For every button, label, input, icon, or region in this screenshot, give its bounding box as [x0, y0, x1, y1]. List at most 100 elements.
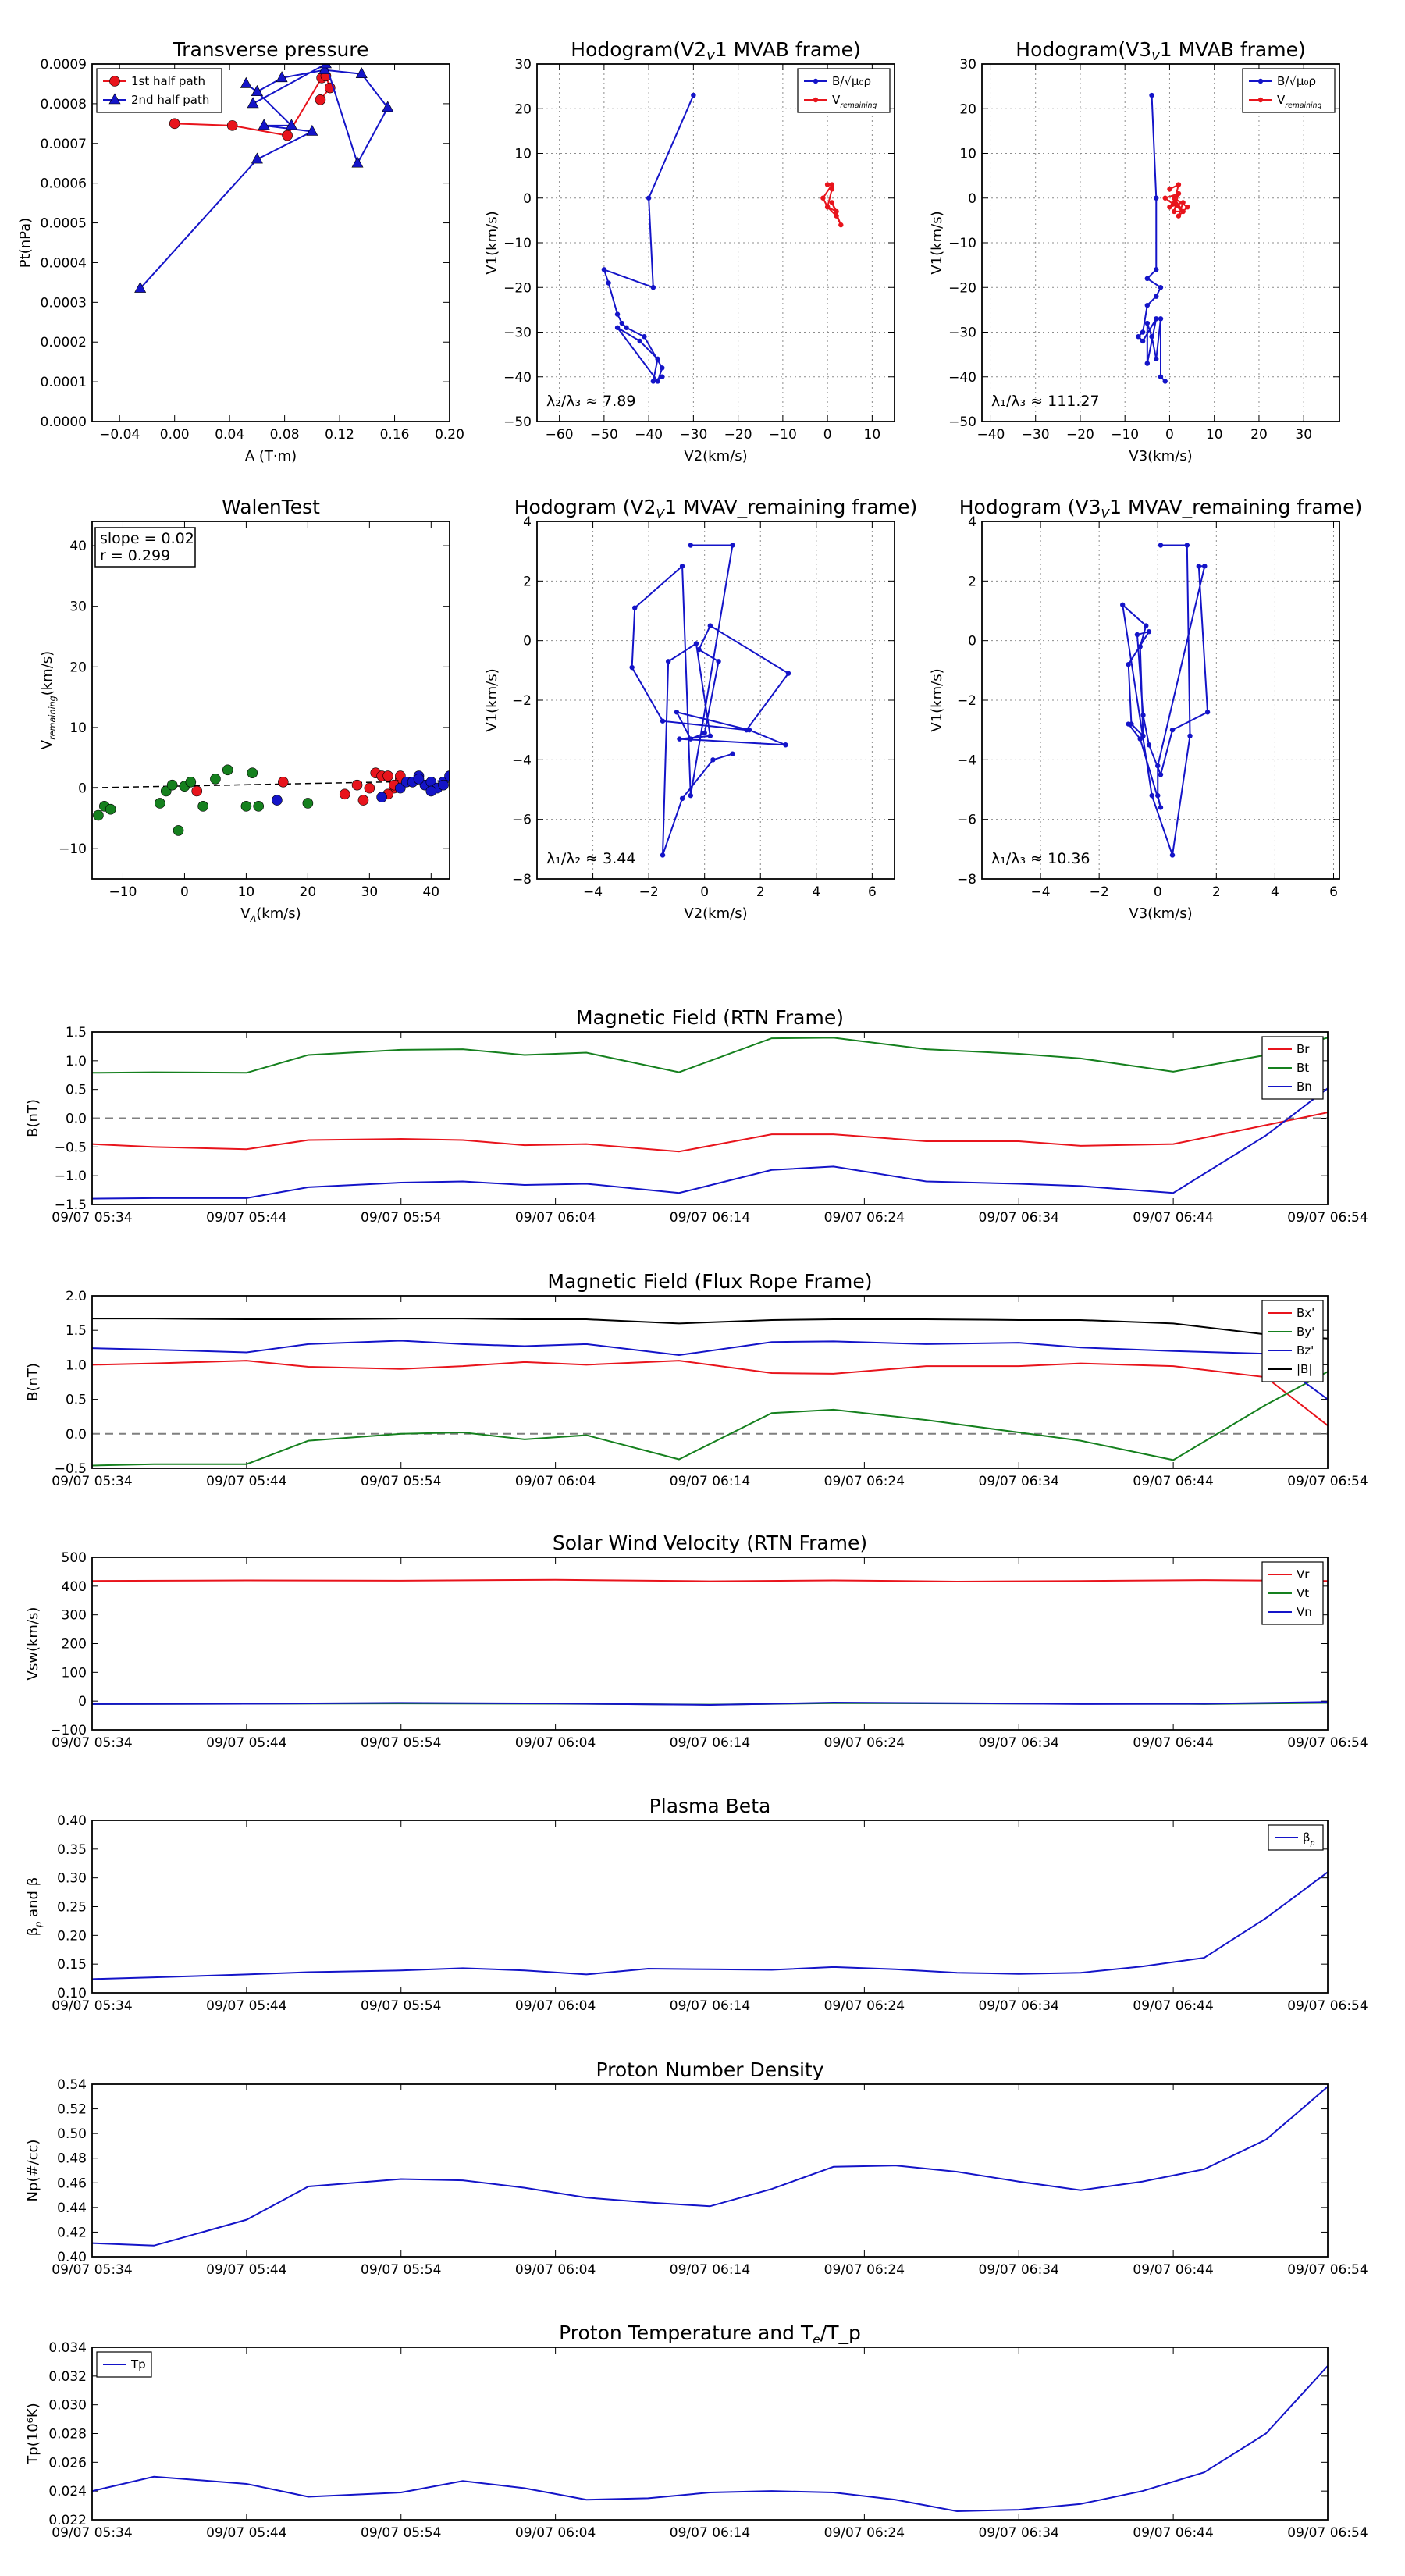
data-point [1158, 772, 1164, 777]
data-point [1136, 334, 1141, 340]
x-tick-label: 09/07 06:14 [670, 1998, 750, 2014]
x-tick-label: 4 [812, 884, 820, 900]
data-point [1146, 742, 1152, 748]
series-line [92, 1360, 1328, 1426]
x-tick-label: 09/07 05:34 [52, 1735, 132, 1751]
data-point [1119, 602, 1126, 608]
legend-label: Bn [1297, 1080, 1312, 1094]
data-point [730, 543, 735, 548]
legend-marker [813, 97, 819, 103]
chart-mag_rtn: 09/07 05:34 09/07 05:44 09/07 05:54 09/07 0… [25, 1006, 1368, 1226]
data-point [1158, 543, 1164, 548]
data-point [222, 764, 233, 776]
y-axis-label: Vremaining(km/s) [39, 651, 58, 749]
data-point [306, 124, 318, 136]
data-point [829, 187, 835, 192]
data-point [173, 825, 184, 836]
chart-title: Proton Temperature and Te/T_p [559, 2322, 861, 2347]
x-tick-label: −20 [1066, 427, 1094, 443]
data-point [1144, 623, 1149, 628]
legend-label: 1st half path [131, 74, 205, 88]
y-tick-label: −0.5 [55, 1140, 87, 1155]
y-tick-label: 0.0001 [41, 375, 87, 390]
x-tick-label: 09/07 05:54 [361, 2262, 441, 2278]
x-tick-label: 10 [864, 427, 881, 443]
data-point [438, 779, 449, 791]
y-axis-label: V1(km/s) [484, 668, 500, 731]
data-point [650, 285, 656, 290]
legend-label: Vr [1297, 1567, 1310, 1582]
data-point [688, 543, 693, 548]
plot-frame [91, 1557, 1329, 1731]
y-tick-label: 0.25 [57, 1900, 87, 1916]
data-point [834, 208, 839, 215]
plot-frame [981, 63, 1340, 422]
series-line [92, 2086, 1328, 2247]
data-point [276, 71, 288, 83]
y-tick-label: −1.0 [55, 1169, 87, 1184]
series-0 [1119, 543, 1211, 858]
x-tick-label: 0 [823, 427, 832, 443]
fit-stats-box [94, 527, 196, 568]
series-tp [92, 2365, 1328, 2512]
x-tick-label: 0.16 [380, 427, 410, 443]
x-tick-label: 0.08 [270, 427, 300, 443]
legend-box [1261, 1561, 1324, 1625]
data-point [632, 605, 638, 610]
series-1 [191, 767, 406, 806]
x-tick-label: 09/07 06:54 [1287, 1210, 1368, 1226]
legend-label: Bx' [1297, 1306, 1314, 1320]
data-point [637, 338, 642, 344]
series-line [92, 1371, 1328, 1467]
data-point [1185, 205, 1190, 210]
data-point [716, 659, 721, 664]
x-tick-label: 09/07 05:44 [206, 2262, 286, 2278]
y-tick-label: 0.30 [57, 1871, 87, 1887]
data-point [1126, 721, 1131, 727]
data-point [1155, 792, 1161, 799]
data-point [660, 374, 665, 379]
y-axis-label: V1(km/s) [484, 211, 500, 274]
y-tick-label: 0 [78, 1694, 87, 1710]
y-tick-label: −1.5 [55, 1197, 87, 1213]
chart-title: Hodogram (V2V1 MVAV_remaining frame) [514, 496, 918, 521]
y-tick-label: −30 [503, 326, 532, 341]
series-bx- [92, 1360, 1328, 1426]
data-point [1155, 763, 1161, 769]
legend-label: Vn [1297, 1605, 1312, 1619]
y-axis-label: Tp(10⁶K) [25, 2403, 41, 2464]
y-tick-label: −2 [957, 693, 976, 709]
y-tick-label: 0 [523, 191, 532, 207]
data-point [655, 379, 660, 384]
plot-frame [91, 521, 450, 880]
data-point [1140, 329, 1146, 335]
x-tick-label: 09/07 05:34 [52, 1998, 132, 2014]
chart-title: Solar Wind Velocity (RTN Frame) [553, 1532, 867, 1554]
data-point [606, 280, 611, 286]
legend-marker [1257, 97, 1264, 103]
x-tick-label: 09/07 06:34 [979, 1998, 1059, 2014]
chart-title: Hodogram(V2V1 MVAB frame) [571, 38, 860, 63]
legend-label: Bt [1297, 1061, 1309, 1075]
y-tick-label: 0.0 [66, 1427, 87, 1443]
plot-frame [91, 1820, 1329, 1994]
legend-label: Br [1297, 1042, 1310, 1056]
ratio-annotation: λ₂/λ₃ ≈ 7.89 [546, 393, 635, 410]
data-point [1162, 379, 1168, 384]
chart-title: WalenTest [222, 496, 320, 518]
y-tick-label: 0.5 [66, 1083, 87, 1098]
data-point [210, 774, 221, 785]
chart-title: Magnetic Field (RTN Frame) [576, 1006, 844, 1029]
x-tick-label: −30 [1022, 427, 1050, 443]
y-tick-label: 0.48 [57, 2151, 87, 2167]
data-point [444, 770, 450, 781]
data-point [679, 564, 685, 569]
data-point [1176, 182, 1182, 187]
x-tick-label: 09/07 05:44 [206, 1474, 286, 1489]
chart-hodogram_v3_mvab: −40 −30 −20 −10 0 10 20 30−50−40−30−20−10010203… [929, 38, 1340, 464]
chart-title: Hodogram (V3V1 MVAV_remaining frame) [959, 496, 1363, 521]
x-axis-label: V3(km/s) [1129, 448, 1192, 464]
y-tick-label: 1.5 [66, 1025, 87, 1041]
data-point [1167, 187, 1172, 192]
legend: B/√μ₀ρ Vremaining [797, 68, 891, 113]
